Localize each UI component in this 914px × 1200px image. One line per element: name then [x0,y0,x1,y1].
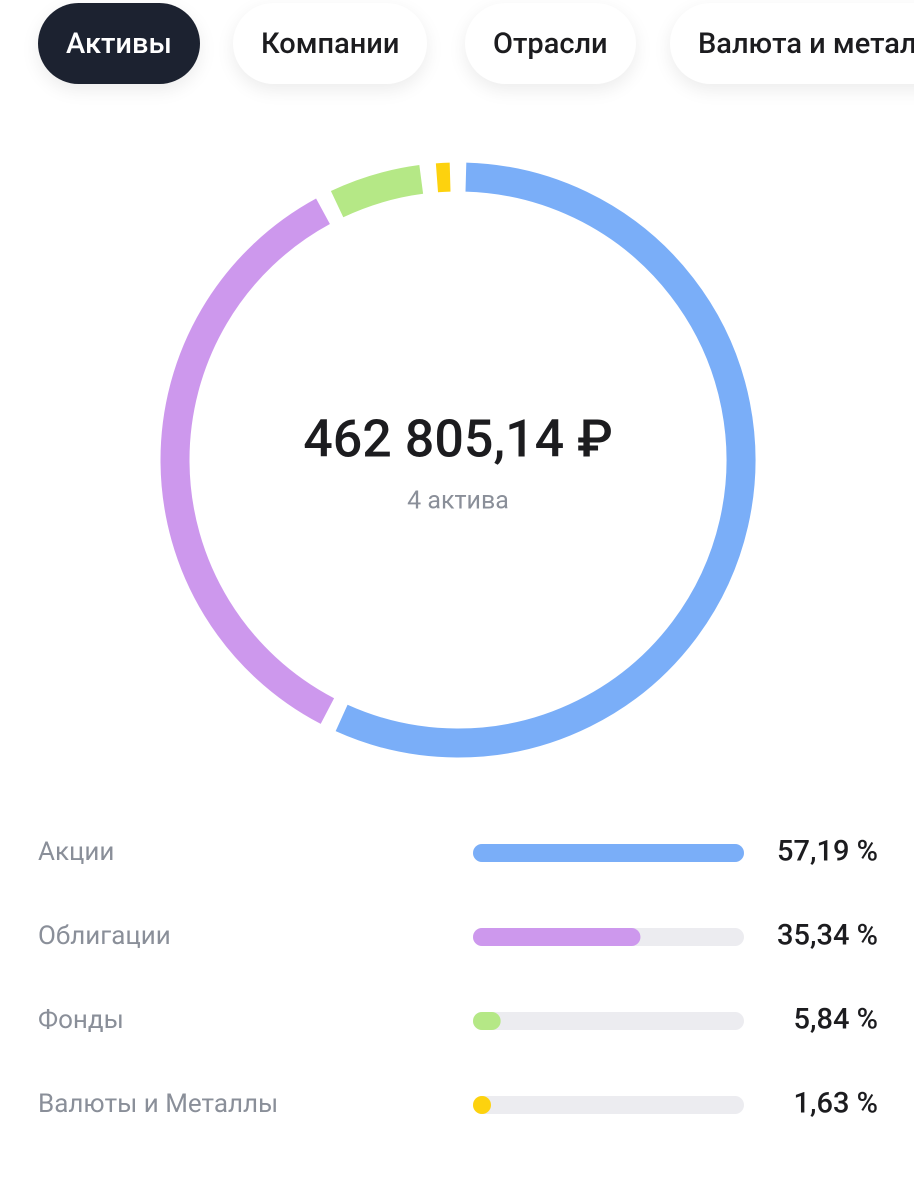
bar [473,844,744,862]
category-label: Валюты и Металлы [38,1089,278,1119]
bar [473,1096,491,1114]
tab[interactable]: Активы [38,3,200,84]
tab[interactable]: Отрасли [465,3,636,84]
percent-label: 35,34 % [777,919,878,953]
bar-track [473,1096,744,1114]
donut-segment [335,162,756,758]
category-label: Акции [38,837,114,867]
bar [473,1012,501,1030]
donut-segment [330,165,424,218]
category-label: Облигации [38,921,171,951]
asset-count: 4 актива [407,487,509,516]
bar-track [473,1012,744,1030]
donut-segment [160,198,335,724]
total-value: 462 805,14 ₽ [303,409,613,470]
percent-label: 5,84 % [794,1003,879,1037]
tab[interactable]: Компании [233,3,428,84]
percent-label: 57,19 % [777,835,878,869]
donut-segment [435,162,451,193]
percent-label: 1,63 % [794,1087,879,1121]
bar [473,928,641,946]
bar-track [473,928,744,946]
tab[interactable]: Валюта и металлы [670,3,914,84]
category-label: Фонды [38,1005,124,1035]
bar-track [473,844,744,862]
